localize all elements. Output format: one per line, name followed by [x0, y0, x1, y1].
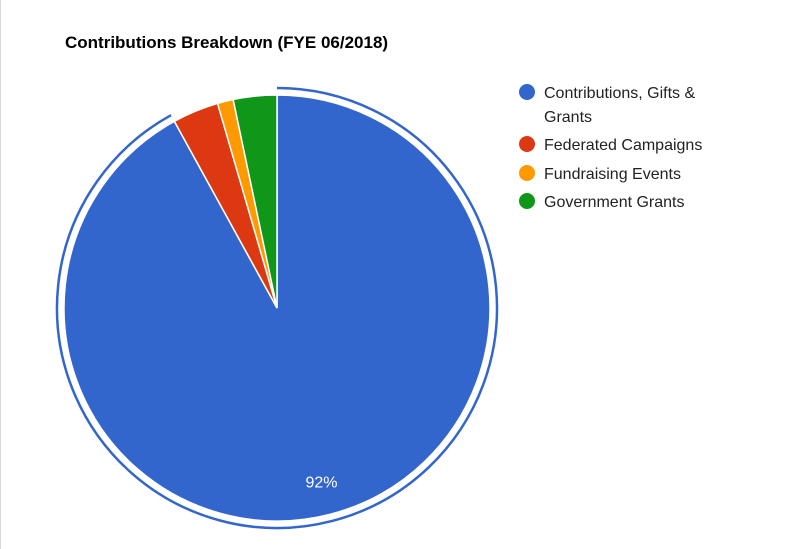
- legend-swatch: [519, 193, 535, 209]
- legend-label: Contributions, Gifts & Grants: [544, 85, 696, 126]
- legend-label: Fundraising Events: [544, 166, 681, 183]
- legend-swatch: [519, 84, 535, 100]
- chart-title: Contributions Breakdown (FYE 06/2018): [65, 33, 389, 52]
- pie-slices: [55, 86, 499, 530]
- slice-labels: 92%: [305, 474, 337, 491]
- legend-item-federated-campaigns[interactable]: Federated Campaigns: [519, 136, 702, 154]
- legend-swatch: [519, 136, 535, 152]
- legend: Contributions, Gifts & Grants Federated Ca…: [519, 84, 702, 211]
- pie-slice-contributions-gifts-grants[interactable]: [63, 94, 491, 522]
- slice-data-label: 92%: [305, 474, 337, 491]
- legend-label: Federated Campaigns: [544, 137, 702, 154]
- legend-item-contributions-gifts-grants[interactable]: Contributions, Gifts & Grants: [519, 84, 696, 126]
- legend-item-government-grants[interactable]: Government Grants: [519, 193, 685, 211]
- slice-highlight-ring: [55, 86, 499, 530]
- legend-swatch: [519, 165, 535, 181]
- legend-label: Government Grants: [544, 194, 685, 211]
- pie-slice-government-grants[interactable]: [232, 94, 278, 309]
- legend-item-fundraising-events[interactable]: Fundraising Events: [519, 165, 681, 183]
